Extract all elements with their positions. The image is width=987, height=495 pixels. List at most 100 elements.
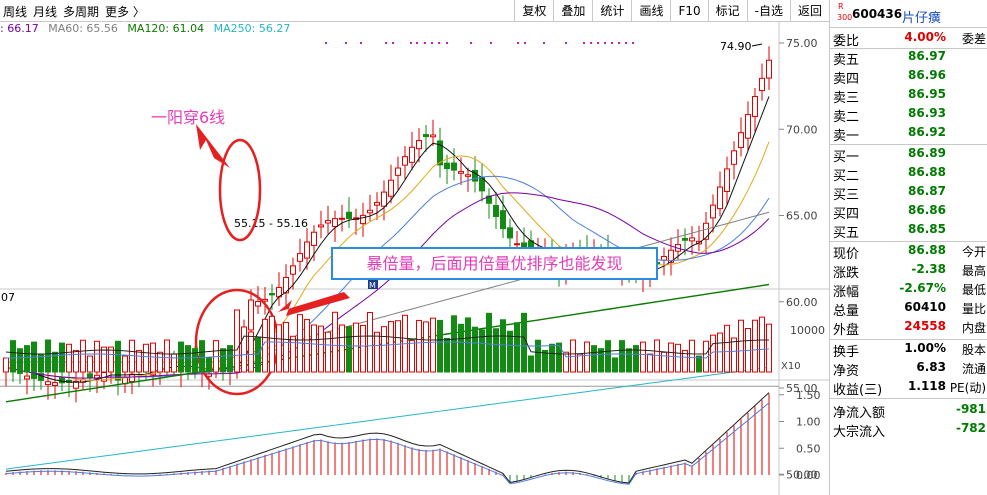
high-price-label: 74.90 bbox=[720, 40, 752, 53]
volume-annotation-box: 暴倍量，后面用倍量优排序也能发现 bbox=[331, 247, 658, 280]
bid-row[interactable]: 买一 86.89 bbox=[830, 145, 987, 165]
price-axis-label: 65.00 bbox=[786, 210, 818, 223]
ma120-line bbox=[5, 283, 770, 403]
stat-row: 换手 1.00% 股本 bbox=[830, 340, 987, 360]
volume-bar-down bbox=[556, 342, 562, 373]
back-button[interactable]: 返回 bbox=[789, 0, 829, 22]
stat-value: 1.00% bbox=[904, 341, 946, 355]
quote-label: 涨幅 bbox=[833, 285, 860, 300]
volume-bar-up bbox=[143, 343, 149, 373]
candle-up bbox=[94, 374, 100, 379]
bid-label: 买五 bbox=[833, 226, 860, 241]
volume-bar-down bbox=[472, 326, 478, 373]
bid-row[interactable]: 买三 86.87 bbox=[830, 183, 987, 203]
volume-bar-up bbox=[423, 321, 429, 373]
candle-up bbox=[717, 186, 723, 210]
quote-panel: R 300 600436 片仔癀 委比 4.00% 委差 卖五 86.97 卖四… bbox=[829, 0, 987, 495]
event-dot bbox=[583, 42, 585, 44]
draw-line-button[interactable]: 画线 bbox=[631, 0, 670, 22]
candle-up bbox=[45, 381, 51, 386]
ask-row[interactable]: 卖一 86.92 bbox=[830, 124, 987, 144]
tab-weekly[interactable]: 周线 bbox=[3, 4, 28, 19]
candle-up bbox=[395, 167, 401, 176]
volume-bar-down bbox=[458, 323, 464, 373]
volume-bar-down bbox=[696, 355, 702, 373]
candle-up bbox=[73, 380, 79, 389]
bid-row[interactable]: 买四 86.86 bbox=[830, 202, 987, 222]
breakout-arrow bbox=[196, 124, 230, 176]
order-ratio-value: 4.00% bbox=[904, 30, 946, 44]
volume-bar-group bbox=[3, 309, 772, 373]
adjust-button[interactable]: 复权 bbox=[514, 0, 553, 22]
remove-watchlist-button[interactable]: -自选 bbox=[746, 0, 790, 22]
quote-value: -2.38 bbox=[911, 262, 946, 276]
candle-down bbox=[507, 227, 513, 239]
tab-multi-period[interactable]: 多周期 bbox=[63, 4, 100, 19]
ask-row[interactable]: 卖五 86.97 bbox=[830, 48, 987, 68]
candle-up bbox=[689, 237, 695, 242]
event-dot bbox=[543, 42, 545, 44]
divider bbox=[830, 339, 987, 340]
quote-label-2: 内盘 bbox=[961, 321, 986, 335]
volume-bar-down bbox=[465, 317, 471, 373]
volume-bar-up bbox=[318, 325, 324, 373]
volume-marker-label: M bbox=[369, 281, 376, 290]
stats-button[interactable]: 统计 bbox=[592, 0, 631, 22]
volume-bar-up bbox=[157, 351, 163, 373]
bid-row[interactable]: 买二 86.88 bbox=[830, 164, 987, 184]
candle-up bbox=[255, 301, 261, 307]
volume-bar-down bbox=[619, 340, 625, 373]
bid-price: 86.88 bbox=[908, 165, 946, 179]
bid-label: 买一 bbox=[833, 150, 860, 165]
quote-value: 86.88 bbox=[908, 243, 946, 257]
stat-label: 换手 bbox=[833, 345, 860, 360]
volume-bar-down bbox=[206, 357, 212, 373]
ask-label: 卖一 bbox=[833, 129, 860, 144]
candle-up bbox=[304, 241, 310, 259]
volume-bar-down bbox=[10, 340, 16, 373]
event-dot bbox=[438, 42, 440, 44]
candle-down bbox=[444, 162, 450, 170]
volume-bar-up bbox=[122, 355, 128, 373]
quote-label-2: 最高 bbox=[961, 264, 986, 278]
candle-up bbox=[367, 209, 373, 214]
candle-up bbox=[731, 150, 737, 165]
candle-up bbox=[703, 222, 709, 240]
bid-row[interactable]: 买五 86.85 bbox=[830, 221, 987, 241]
tab-more[interactable]: 更多 〉 bbox=[105, 4, 145, 19]
volume-bar-up bbox=[577, 353, 583, 373]
event-dot bbox=[431, 42, 433, 44]
volume-bar-down bbox=[626, 348, 632, 373]
candle-down bbox=[521, 242, 527, 248]
candle-up bbox=[738, 132, 744, 149]
tab-monthly[interactable]: 月线 bbox=[33, 4, 58, 19]
volume-bar-up bbox=[248, 331, 254, 373]
stat-value: 6.83 bbox=[916, 360, 946, 374]
candle-up bbox=[402, 156, 408, 166]
candle-up bbox=[360, 214, 366, 225]
volume-bar-down bbox=[528, 355, 534, 373]
candle-up bbox=[248, 299, 254, 331]
candle-up bbox=[318, 224, 324, 228]
ask-label: 卖三 bbox=[833, 91, 860, 106]
event-dot bbox=[632, 42, 634, 44]
volume-bar-up bbox=[241, 326, 247, 373]
ask-row[interactable]: 卖三 86.95 bbox=[830, 86, 987, 106]
stock-name[interactable]: 片仔癀 bbox=[902, 11, 942, 26]
volume-bar-up bbox=[171, 353, 177, 373]
flow-value: -782 bbox=[955, 421, 986, 435]
volume-bar-up bbox=[668, 342, 674, 373]
volume-bar-up bbox=[374, 331, 380, 373]
volume-bar-down bbox=[346, 326, 352, 373]
event-dot bbox=[618, 42, 620, 44]
ask-row[interactable]: 卖四 86.96 bbox=[830, 67, 987, 87]
ask-row[interactable]: 卖二 86.93 bbox=[830, 105, 987, 125]
overlay-button[interactable]: 叠加 bbox=[553, 0, 592, 22]
ma250-value: MA250: 56.27 bbox=[213, 22, 291, 35]
f10-button[interactable]: F10 bbox=[670, 0, 707, 22]
candle-down bbox=[87, 373, 93, 379]
price-axis-label: 75.00 bbox=[786, 37, 818, 50]
volume-bar-up bbox=[66, 343, 72, 373]
event-dot bbox=[611, 42, 613, 44]
mark-button[interactable]: 标记 bbox=[707, 0, 747, 22]
